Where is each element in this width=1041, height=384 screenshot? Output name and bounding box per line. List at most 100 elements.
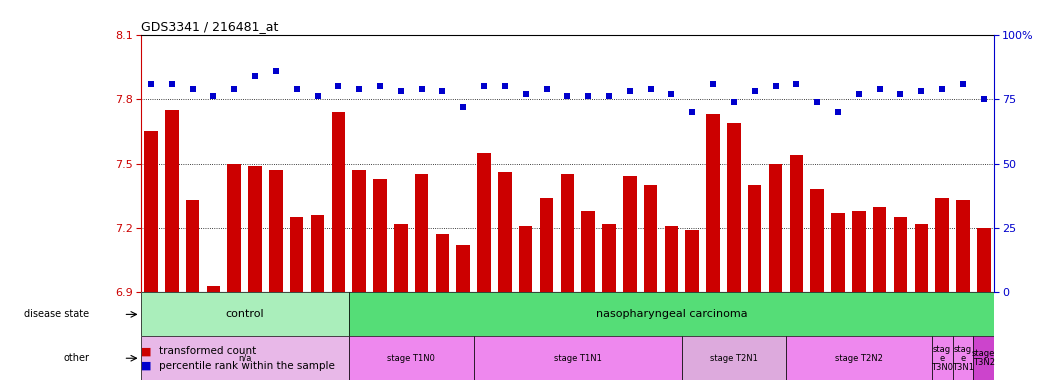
Bar: [310, 215, 325, 293]
Bar: [206, 286, 220, 293]
Point: [455, 104, 472, 110]
Text: stage T2N2: stage T2N2: [835, 354, 883, 363]
Point: [746, 88, 763, 94]
Bar: [164, 110, 179, 293]
Point: [955, 81, 971, 87]
Point: [621, 88, 638, 94]
Point: [372, 83, 388, 89]
Bar: [141, 293, 349, 336]
Point: [351, 86, 367, 92]
Point: [268, 68, 284, 74]
Bar: [953, 336, 973, 380]
Point: [601, 93, 617, 99]
Bar: [973, 336, 994, 380]
Bar: [518, 226, 532, 293]
Text: other: other: [64, 353, 90, 363]
Bar: [248, 166, 262, 293]
Text: stag
e
T3N1: stag e T3N1: [951, 345, 974, 372]
Point: [413, 86, 430, 92]
Bar: [185, 200, 200, 293]
Bar: [561, 174, 575, 293]
Bar: [581, 211, 595, 293]
Point: [309, 93, 326, 99]
Bar: [352, 170, 366, 293]
Point: [580, 93, 596, 99]
Text: n/a: n/a: [238, 354, 251, 363]
Text: stag
e
T3N0: stag e T3N0: [931, 345, 954, 372]
Point: [288, 86, 305, 92]
Point: [892, 91, 909, 97]
Bar: [269, 170, 283, 293]
Point: [163, 81, 180, 87]
Point: [913, 88, 930, 94]
Text: stage
T3N2: stage T3N2: [972, 349, 995, 367]
Point: [205, 93, 222, 99]
Bar: [539, 198, 554, 293]
Bar: [623, 176, 637, 293]
Text: stage T1N0: stage T1N0: [387, 354, 435, 363]
Point: [663, 91, 680, 97]
Bar: [831, 213, 844, 293]
Point: [975, 96, 992, 102]
Bar: [349, 293, 994, 336]
Point: [497, 83, 513, 89]
Text: disease state: disease state: [24, 310, 90, 319]
Point: [538, 86, 555, 92]
Text: stage T2N1: stage T2N1: [710, 354, 758, 363]
Bar: [141, 336, 349, 380]
Bar: [474, 336, 682, 380]
Point: [226, 86, 243, 92]
Point: [247, 73, 263, 79]
Bar: [374, 179, 387, 293]
Point: [684, 109, 701, 115]
Bar: [227, 164, 240, 293]
Point: [330, 83, 347, 89]
Bar: [727, 122, 741, 293]
Bar: [914, 224, 928, 293]
Bar: [682, 336, 786, 380]
Text: ■: ■: [141, 346, 151, 356]
Point: [476, 83, 492, 89]
Bar: [872, 207, 887, 293]
Bar: [349, 336, 474, 380]
Text: nasopharyngeal carcinoma: nasopharyngeal carcinoma: [595, 310, 747, 319]
Point: [434, 88, 451, 94]
Bar: [393, 224, 408, 293]
Text: percentile rank within the sample: percentile rank within the sample: [159, 361, 335, 371]
Bar: [602, 224, 615, 293]
Point: [642, 86, 659, 92]
Point: [705, 81, 721, 87]
Bar: [786, 336, 932, 380]
Point: [934, 86, 950, 92]
Bar: [456, 245, 471, 293]
Point: [871, 86, 888, 92]
Bar: [289, 217, 304, 293]
Bar: [435, 235, 450, 293]
Bar: [414, 174, 429, 293]
Bar: [664, 226, 679, 293]
Point: [726, 99, 742, 105]
Point: [788, 81, 805, 87]
Bar: [331, 112, 345, 293]
Bar: [956, 200, 970, 293]
Point: [559, 93, 576, 99]
Bar: [499, 172, 512, 293]
Bar: [893, 217, 907, 293]
Bar: [790, 155, 804, 293]
Text: transformed count: transformed count: [159, 346, 256, 356]
Bar: [685, 230, 699, 293]
Bar: [810, 189, 824, 293]
Bar: [932, 336, 953, 380]
Point: [517, 91, 534, 97]
Point: [143, 81, 159, 87]
Bar: [747, 185, 761, 293]
Bar: [768, 164, 783, 293]
Text: control: control: [225, 310, 264, 319]
Point: [767, 83, 784, 89]
Bar: [477, 153, 490, 293]
Bar: [935, 198, 948, 293]
Point: [809, 99, 826, 105]
Point: [184, 86, 201, 92]
Point: [830, 109, 846, 115]
Point: [392, 88, 409, 94]
